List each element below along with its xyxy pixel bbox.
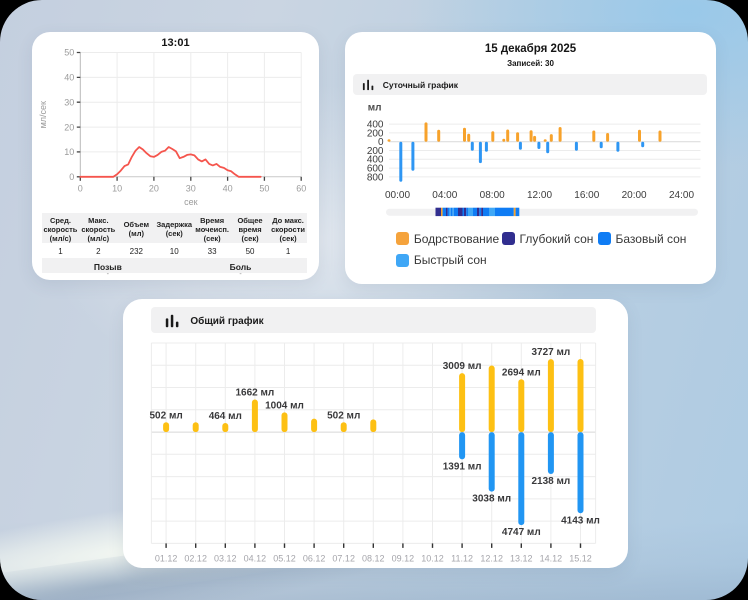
svg-text:05.12: 05.12 <box>273 554 296 564</box>
svg-text:20:00: 20:00 <box>622 190 647 201</box>
svg-text:00:00: 00:00 <box>385 190 410 201</box>
svg-text:30: 30 <box>185 183 195 193</box>
svg-text:03.12: 03.12 <box>214 554 237 564</box>
svg-text:200: 200 <box>367 146 384 157</box>
svg-text:50: 50 <box>259 183 269 193</box>
svg-text:464 мл: 464 мл <box>209 411 242 422</box>
svg-text:400: 400 <box>367 120 384 131</box>
svg-text:07.12: 07.12 <box>332 554 355 564</box>
svg-text:400: 400 <box>367 155 384 166</box>
svg-text:60: 60 <box>296 183 306 193</box>
svg-text:4747 мл: 4747 мл <box>502 527 541 538</box>
svg-text:20: 20 <box>148 183 158 193</box>
svg-text:10: 10 <box>112 183 122 193</box>
svg-text:08.12: 08.12 <box>362 554 385 564</box>
svg-text:16:00: 16:00 <box>574 190 599 201</box>
svg-text:3009 мл: 3009 мл <box>443 361 482 372</box>
svg-text:200: 200 <box>367 128 384 139</box>
svg-text:4143 мл: 4143 мл <box>561 515 600 526</box>
svg-text:15.12: 15.12 <box>569 554 592 564</box>
svg-text:600: 600 <box>367 164 384 175</box>
svg-text:800: 800 <box>367 172 384 183</box>
svg-text:01.12: 01.12 <box>155 554 178 564</box>
svg-text:502 мл: 502 мл <box>327 410 360 421</box>
svg-text:сек: сек <box>184 196 198 206</box>
svg-text:0: 0 <box>69 172 74 182</box>
svg-text:0: 0 <box>77 183 82 193</box>
svg-text:04.12: 04.12 <box>244 554 267 564</box>
svg-text:мл/сек: мл/сек <box>38 100 48 127</box>
svg-text:мл: мл <box>368 103 382 114</box>
svg-text:0: 0 <box>378 137 384 148</box>
svg-text:Общий график: Общий график <box>190 315 264 327</box>
svg-text:2694 мл: 2694 мл <box>502 367 541 378</box>
svg-text:40: 40 <box>64 72 74 82</box>
svg-text:10: 10 <box>64 147 74 157</box>
svg-text:1004 мл: 1004 мл <box>265 400 304 411</box>
svg-text:04:00: 04:00 <box>432 190 457 201</box>
svg-text:09.12: 09.12 <box>392 554 415 564</box>
svg-text:Суточный график: Суточный график <box>383 80 459 90</box>
svg-text:1662 мл: 1662 мл <box>236 388 275 399</box>
svg-text:20: 20 <box>64 122 74 132</box>
svg-text:06.12: 06.12 <box>303 554 326 564</box>
svg-text:50: 50 <box>64 47 74 57</box>
svg-text:02.12: 02.12 <box>184 554 207 564</box>
svg-text:40: 40 <box>222 183 232 193</box>
svg-text:10.12: 10.12 <box>421 554 444 564</box>
svg-text:3038 мл: 3038 мл <box>472 494 511 505</box>
svg-text:12:00: 12:00 <box>527 190 552 201</box>
svg-text:12.12: 12.12 <box>480 554 503 564</box>
svg-text:24:00: 24:00 <box>669 190 694 201</box>
svg-text:14.12: 14.12 <box>540 554 563 564</box>
svg-text:13.12: 13.12 <box>510 554 533 564</box>
svg-text:08:00: 08:00 <box>480 190 505 201</box>
svg-text:1391 мл: 1391 мл <box>443 461 482 472</box>
svg-text:30: 30 <box>64 97 74 107</box>
svg-text:11.12: 11.12 <box>451 554 473 564</box>
svg-text:2138 мл: 2138 мл <box>532 476 571 487</box>
svg-text:502 мл: 502 мл <box>149 410 182 421</box>
svg-text:3727 мл: 3727 мл <box>532 347 571 358</box>
